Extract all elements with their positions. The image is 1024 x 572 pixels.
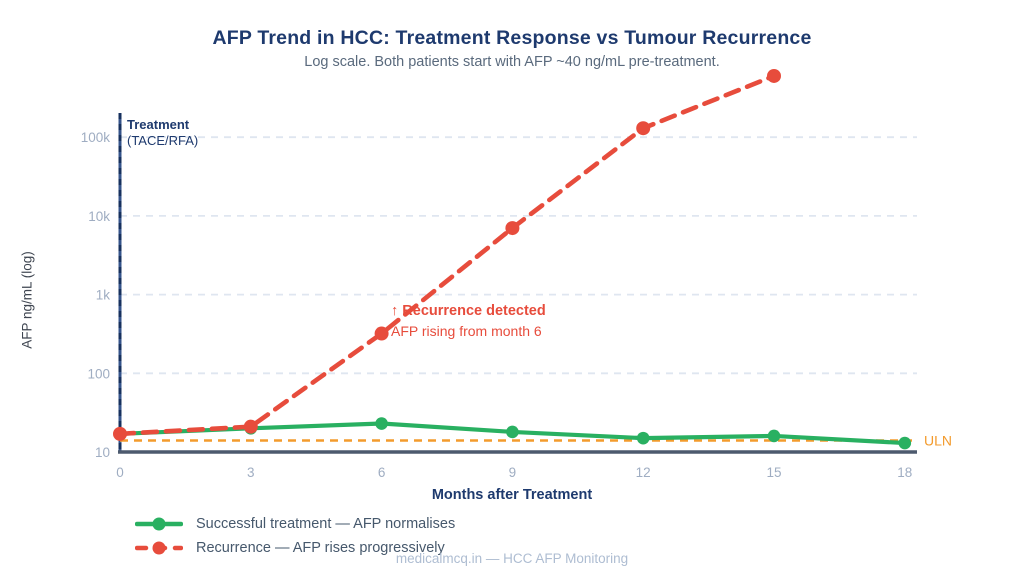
legend-item-recurrence: Recurrence — AFP rises progressively [135, 536, 455, 560]
series-line-1 [117, 73, 777, 437]
data-point [375, 417, 388, 430]
legend-label-success: Successful treatment — AFP normalises [196, 516, 456, 532]
x-axis-label: Months after Treatment [431, 487, 593, 503]
y-tick-label: 1k [96, 288, 111, 303]
data-point [767, 429, 781, 443]
y-tick-label: 100k [81, 130, 111, 145]
x-tick-label: 12 [636, 465, 651, 480]
legend-marker-success-icon [135, 517, 183, 531]
chart-title: AFP Trend in HCC: Treatment Response vs … [212, 27, 812, 49]
data-point [243, 419, 258, 434]
uln-label: ULN [924, 432, 952, 448]
x-tick-label: 18 [897, 465, 912, 480]
x-tick-label: 15 [766, 465, 781, 480]
chart-subtitle: Log scale. Both patients start with AFP … [304, 54, 720, 70]
data-point [636, 431, 650, 445]
x-tick-label: 0 [116, 465, 124, 480]
data-point [505, 221, 520, 236]
data-point [636, 121, 651, 136]
treatment-annotation-line1: Treatment [127, 117, 190, 132]
data-point [898, 436, 912, 450]
data-point [506, 425, 519, 439]
y-tick-label: 10 [95, 445, 110, 460]
treatment-annotation-line2: (TACE/RFA) [127, 133, 199, 148]
recurrence-annotation-line2: AFP rising from month 6 [391, 322, 542, 339]
x-tick-label: 3 [247, 465, 255, 480]
y-tick-label: 100 [87, 366, 110, 381]
legend: Successful treatment — AFP normalises Re… [135, 512, 455, 560]
treatment-annotation: Treatment (TACE/RFA) [127, 117, 198, 149]
watermark: medicalmcq.in — HCC AFP Monitoring [395, 551, 629, 566]
recurrence-annotation: ↑ Recurrence detected AFP rising from mo… [391, 302, 546, 341]
legend-item-success: Successful treatment — AFP normalises [135, 512, 455, 536]
recurrence-annotation-line1: ↑ Recurrence detected [391, 303, 546, 319]
data-point [767, 68, 781, 83]
x-tick-label: 6 [378, 465, 386, 480]
y-tick-label: 10k [88, 209, 110, 224]
data-point [113, 426, 127, 441]
data-point [374, 326, 389, 341]
x-tick-label: 9 [509, 465, 517, 480]
legend-label-recurrence: Recurrence — AFP rises progressively [196, 540, 445, 556]
legend-marker-recurrence-icon [135, 541, 183, 555]
